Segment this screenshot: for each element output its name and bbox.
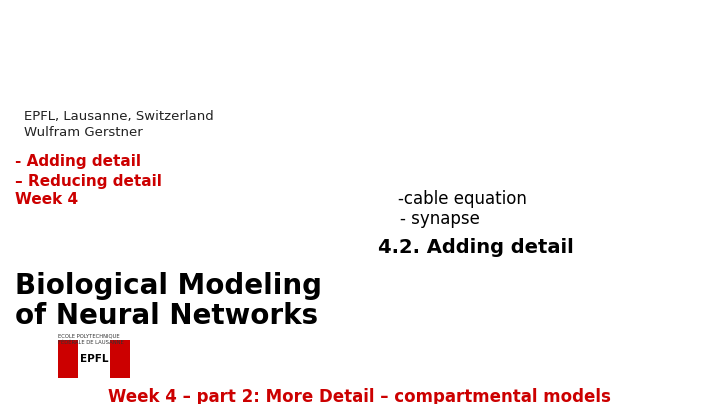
Text: ECOLE POLYTECHNIQUE
FÉDÉRALE DE LAUSANNE: ECOLE POLYTECHNIQUE FÉDÉRALE DE LAUSANNE	[58, 334, 124, 345]
Bar	[78, 340, 110, 378]
Bar	[110, 340, 130, 378]
Text: EPFL, Lausanne, Switzerland: EPFL, Lausanne, Switzerland	[24, 110, 214, 123]
Text: Week 4: Week 4	[15, 192, 78, 207]
Text: Biological Modeling
of Neural Networks: Biological Modeling of Neural Networks	[15, 272, 322, 330]
Text: – Reducing detail: – Reducing detail	[15, 174, 162, 189]
Text: 4.2. Adding detail: 4.2. Adding detail	[378, 238, 574, 257]
Text: EPFL: EPFL	[80, 354, 109, 364]
Text: - synapse: - synapse	[400, 210, 480, 228]
Text: - Adding detail: - Adding detail	[15, 154, 141, 169]
Text: Wulfram Gerstner: Wulfram Gerstner	[24, 126, 143, 139]
Text: Week 4 – part 2: More Detail – compartmental models: Week 4 – part 2: More Detail – compartme…	[108, 388, 610, 404]
Text: -cable equation: -cable equation	[398, 190, 527, 208]
Bar	[58, 340, 78, 378]
